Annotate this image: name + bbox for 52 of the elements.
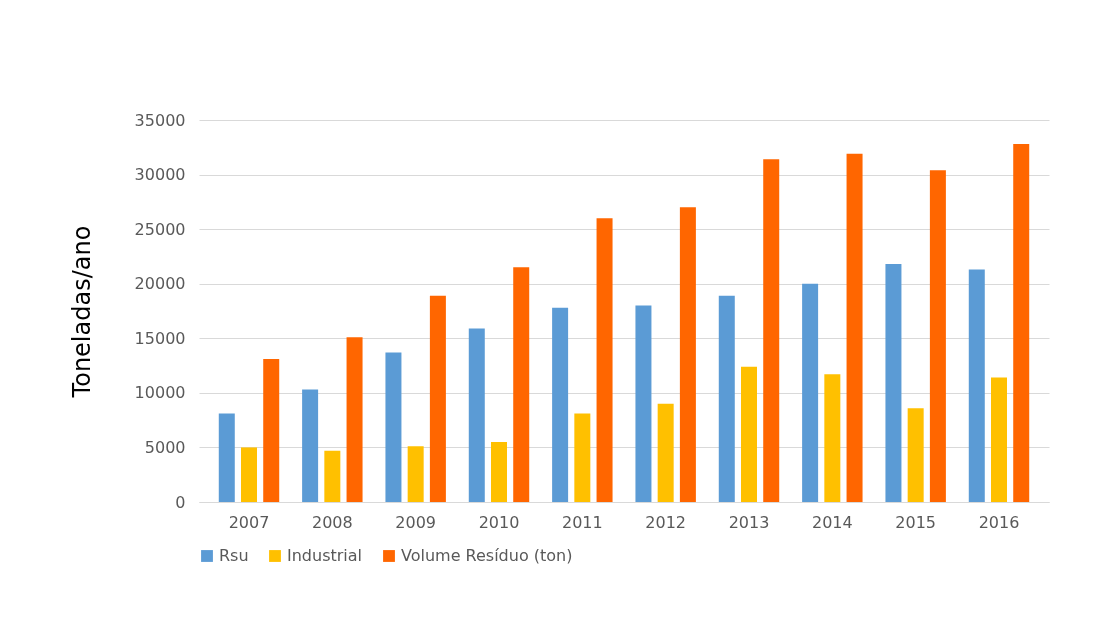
bar <box>263 359 280 502</box>
bar <box>741 366 757 502</box>
x-tick-label: 2016 <box>978 512 1020 532</box>
bar <box>885 264 902 502</box>
y-tick-label: 30000 <box>134 165 186 185</box>
bar <box>324 450 341 502</box>
bar <box>929 170 946 502</box>
bar <box>635 305 652 502</box>
bar <box>991 377 1007 502</box>
bar <box>429 295 446 502</box>
bar <box>468 328 485 502</box>
bar <box>574 413 591 502</box>
bar <box>679 207 696 502</box>
y-tick-label: 35000 <box>134 110 186 130</box>
legend-label: Rsu <box>219 546 249 565</box>
y-tick-label: 5000 <box>144 437 186 457</box>
x-tick-label: 2007 <box>228 512 270 532</box>
x-tick-label: 2013 <box>728 512 770 532</box>
bar <box>552 307 569 502</box>
y-tick-label: 20000 <box>134 274 186 294</box>
bar <box>491 441 507 502</box>
y-tick-label: 15000 <box>134 328 186 348</box>
bar <box>1013 144 1030 502</box>
bar <box>718 295 735 502</box>
y-tick-label: 0 <box>175 492 186 512</box>
x-tick-label: 2012 <box>645 512 687 532</box>
bar <box>407 446 424 502</box>
bar <box>846 153 863 502</box>
bar <box>802 283 819 502</box>
x-tick-label: 2011 <box>561 512 603 532</box>
bar <box>346 337 363 502</box>
bar <box>907 408 924 502</box>
bar <box>241 447 257 502</box>
bar <box>763 159 780 502</box>
bar <box>968 269 985 502</box>
bar <box>302 389 319 502</box>
bar <box>824 374 841 502</box>
y-tick-label: 25000 <box>134 219 186 239</box>
x-tick-label: 2010 <box>478 512 520 532</box>
bar <box>596 218 613 502</box>
bar <box>513 267 530 502</box>
y-axis-title: Toneladas/ano <box>67 225 96 399</box>
x-tick-label: 2014 <box>811 512 853 532</box>
y-tick-label: 10000 <box>134 383 186 403</box>
legend-label: Industrial <box>287 546 363 565</box>
bar <box>657 403 674 502</box>
x-tick-label: 2009 <box>395 512 437 532</box>
x-tick-label: 2008 <box>311 512 353 532</box>
legend-label: Volume Resíduo (ton) <box>401 546 573 565</box>
bar <box>218 413 235 502</box>
bar <box>385 352 402 502</box>
x-tick-label: 2015 <box>895 512 937 532</box>
